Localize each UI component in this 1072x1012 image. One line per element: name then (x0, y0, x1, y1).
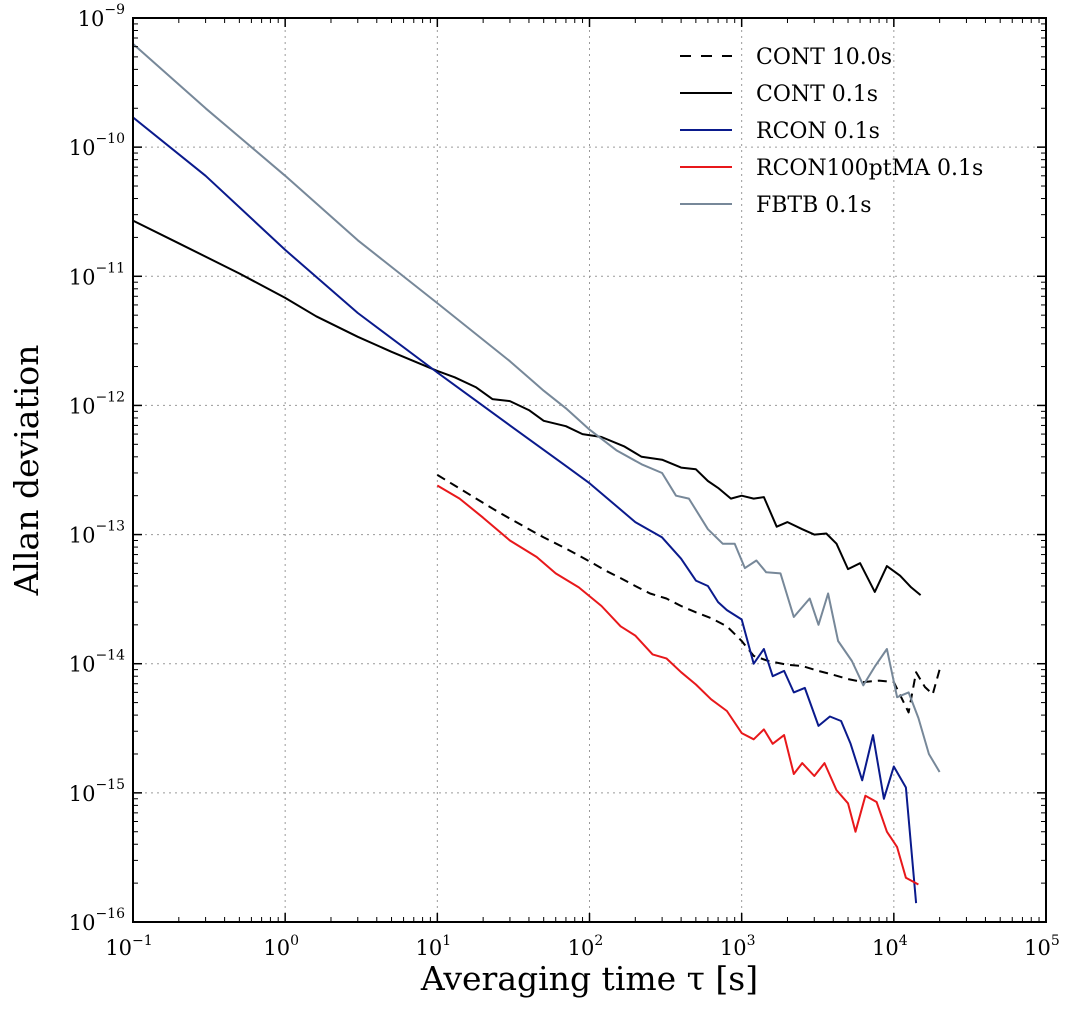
legend-label: RCON100ptMA 0.1s (756, 156, 983, 181)
x-tick-label: 105 (1024, 933, 1060, 960)
x-tick-label: 10−1 (105, 933, 152, 960)
series-line-4 (132, 43, 941, 773)
axis-ticks: 10−1 100 101 102 103 104 105 10−16 10−15 10−14 10−… (69, 2, 1060, 960)
x-tick-label: 103 (720, 933, 756, 960)
y-axis-label: Allan deviation (7, 345, 46, 597)
series-line-3 (436, 484, 919, 886)
x-tick-label: 100 (263, 933, 299, 960)
x-tick-label: 104 (872, 933, 908, 960)
legend-label: FBTB 0.1s (756, 193, 872, 218)
y-tick-label: 10−13 (69, 519, 125, 548)
x-axis-label: Averaging time τ [s] (420, 959, 758, 998)
legend-label: RCON 0.1s (756, 119, 880, 144)
y-tick-label: 10−10 (69, 131, 125, 160)
legend-label: CONT 0.1s (756, 82, 878, 107)
series-lines (132, 43, 941, 904)
y-tick-label: 10−14 (69, 648, 125, 677)
y-tick-label: 10−11 (69, 260, 125, 289)
series-line-2 (132, 116, 918, 904)
series-line-1 (132, 219, 922, 596)
grid (133, 18, 1046, 922)
legend: CONT 10.0s CONT 0.1s RCON 0.1s RCON100ptMA … (680, 45, 983, 218)
y-tick-label: 10−15 (69, 777, 125, 806)
x-tick-label: 102 (568, 933, 604, 960)
x-tick-label: 101 (416, 933, 452, 960)
legend-label: CONT 10.0s (756, 45, 892, 70)
series-line-0 (436, 474, 941, 714)
y-tick-label: 10−9 (78, 2, 125, 31)
y-tick-label: 10−12 (69, 389, 125, 418)
y-tick-label: 10−16 (69, 906, 125, 935)
